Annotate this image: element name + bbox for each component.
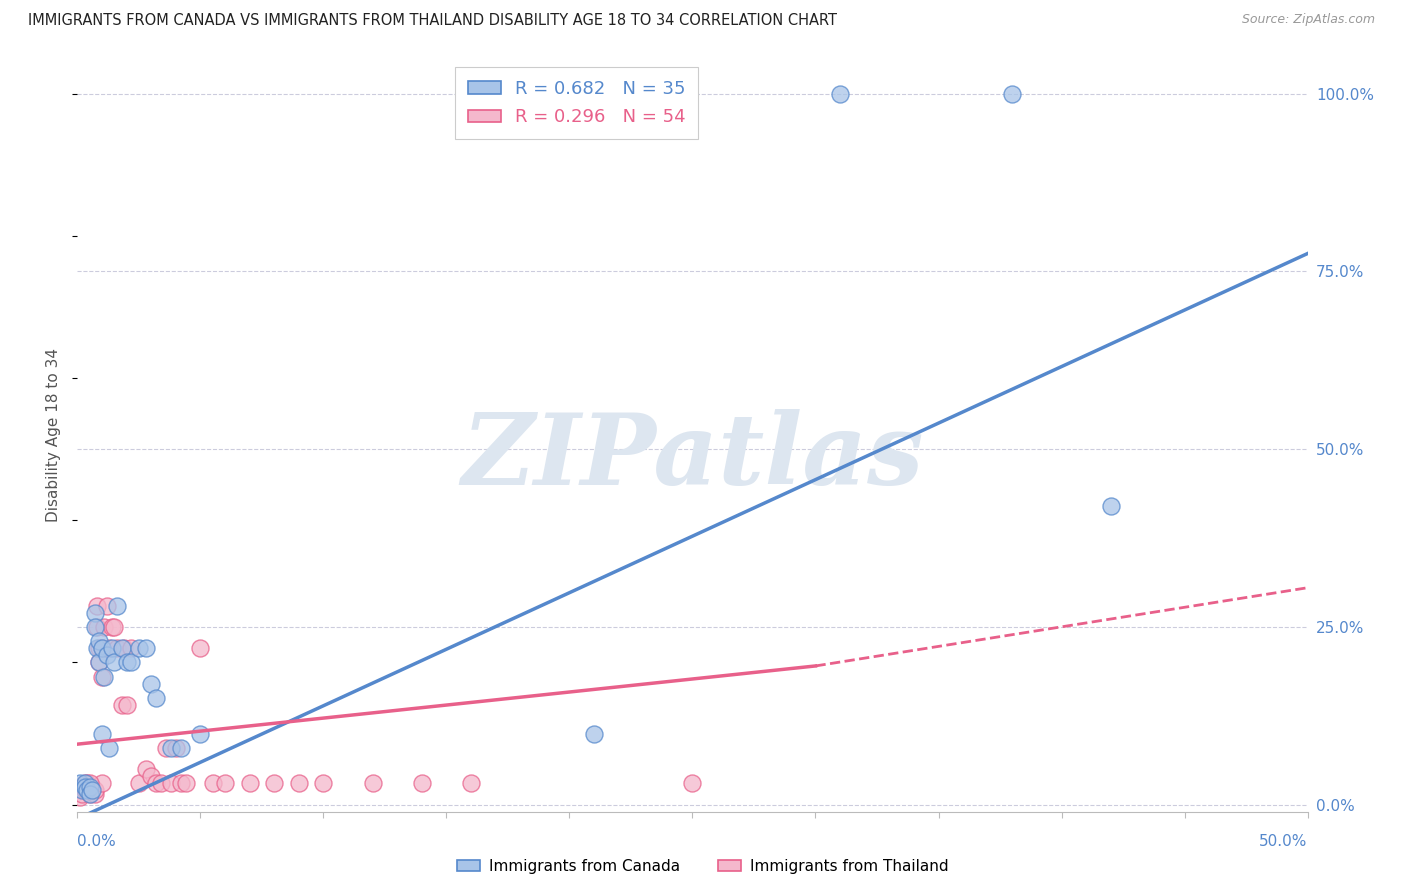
Point	[76, 783, 98, 797]
Point	[150, 776, 173, 790]
Point	[90, 670, 114, 684]
Point	[460, 776, 482, 790]
Point	[115, 698, 138, 712]
Text: 0.0%: 0.0%	[77, 834, 117, 849]
Point	[190, 726, 212, 740]
Point	[82, 783, 104, 797]
Point	[121, 641, 143, 656]
Point	[86, 620, 108, 634]
Point	[165, 740, 187, 755]
Point	[86, 599, 108, 613]
Point	[79, 787, 101, 801]
Point	[83, 783, 105, 797]
Point	[79, 780, 101, 794]
Point	[82, 780, 104, 794]
Text: ZIPatlas: ZIPatlas	[461, 409, 924, 506]
Point	[82, 783, 104, 797]
Point	[89, 656, 111, 670]
Point	[111, 641, 132, 656]
Point	[83, 620, 105, 634]
Point	[128, 776, 150, 790]
Point	[83, 787, 105, 801]
Point	[141, 677, 163, 691]
Point	[83, 606, 105, 620]
Point	[201, 776, 224, 790]
Legend: Immigrants from Canada, Immigrants from Thailand: Immigrants from Canada, Immigrants from …	[451, 853, 955, 880]
Point	[93, 670, 115, 684]
Point	[103, 620, 125, 634]
Point	[103, 656, 125, 670]
Point	[115, 656, 138, 670]
Point	[101, 620, 124, 634]
Point	[70, 787, 93, 801]
Point	[214, 776, 236, 790]
Point	[73, 783, 96, 797]
Point	[135, 762, 157, 776]
Point	[239, 776, 262, 790]
Point	[98, 740, 121, 755]
Point	[73, 780, 96, 794]
Point	[73, 780, 96, 794]
Point	[160, 776, 183, 790]
Point	[830, 87, 852, 101]
Point	[69, 783, 91, 797]
Point	[105, 599, 128, 613]
Point	[682, 776, 704, 790]
Point	[79, 780, 101, 794]
Text: Source: ZipAtlas.com: Source: ZipAtlas.com	[1241, 13, 1375, 27]
Point	[170, 776, 193, 790]
Point	[90, 726, 114, 740]
Text: IMMIGRANTS FROM CANADA VS IMMIGRANTS FROM THAILAND DISABILITY AGE 18 TO 34 CORRE: IMMIGRANTS FROM CANADA VS IMMIGRANTS FRO…	[28, 13, 837, 29]
Point	[174, 776, 197, 790]
Point	[105, 641, 128, 656]
Point	[69, 790, 91, 805]
Point	[583, 726, 606, 740]
Point	[90, 641, 114, 656]
Point	[90, 641, 114, 656]
Point	[411, 776, 433, 790]
Point	[121, 656, 143, 670]
Point	[73, 776, 96, 790]
Point	[93, 620, 115, 634]
Point	[170, 740, 193, 755]
Point	[111, 698, 132, 712]
Point	[89, 656, 111, 670]
Point	[70, 780, 93, 794]
Point	[86, 641, 108, 656]
Point	[288, 776, 311, 790]
Point	[1001, 87, 1024, 101]
Point	[160, 740, 183, 755]
Point	[312, 776, 335, 790]
Legend: R = 0.682   N = 35, R = 0.296   N = 54: R = 0.682 N = 35, R = 0.296 N = 54	[456, 67, 699, 139]
Point	[90, 776, 114, 790]
Point	[89, 641, 111, 656]
Point	[263, 776, 285, 790]
Point	[89, 634, 111, 648]
Point	[141, 769, 163, 783]
Point	[79, 787, 101, 801]
Point	[128, 641, 150, 656]
Point	[96, 648, 118, 663]
Point	[101, 641, 124, 656]
Point	[96, 599, 118, 613]
Point	[155, 740, 177, 755]
Point	[73, 776, 96, 790]
Point	[76, 776, 98, 790]
Point	[112, 641, 135, 656]
Y-axis label: Disability Age 18 to 34: Disability Age 18 to 34	[46, 348, 62, 522]
Point	[98, 641, 121, 656]
Point	[145, 776, 167, 790]
Point	[1099, 499, 1122, 513]
Point	[190, 641, 212, 656]
Text: 50.0%: 50.0%	[1260, 834, 1308, 849]
Point	[76, 783, 98, 797]
Point	[79, 776, 101, 790]
Point	[69, 776, 91, 790]
Point	[145, 690, 167, 705]
Point	[361, 776, 384, 790]
Point	[135, 641, 157, 656]
Point	[70, 783, 93, 797]
